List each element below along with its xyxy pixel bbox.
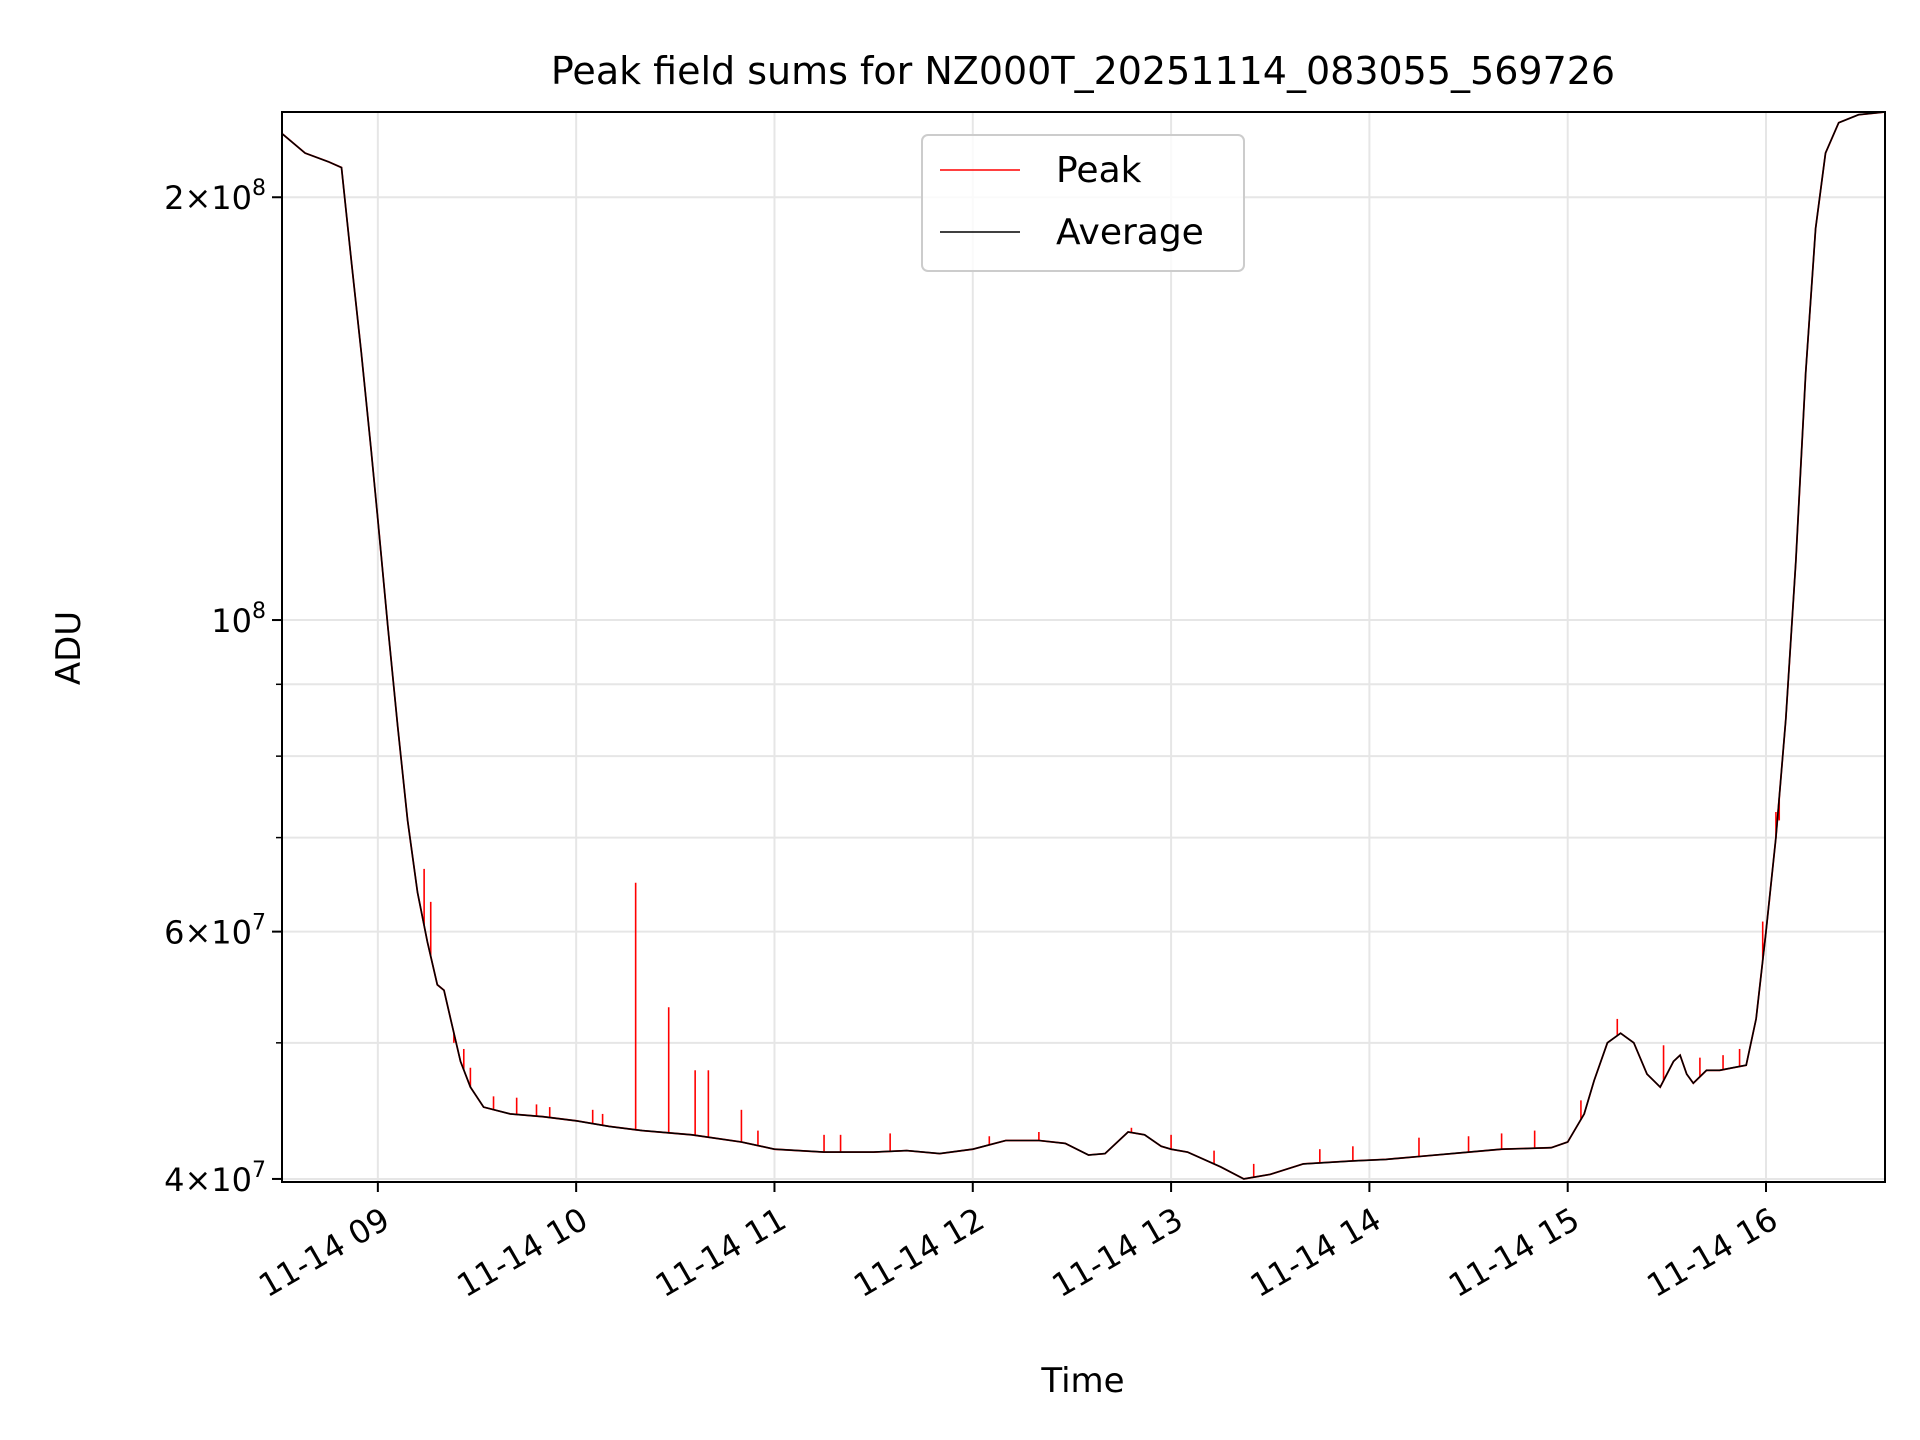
legend-average-label: Average xyxy=(1056,212,1204,253)
y-axis-label: ADU xyxy=(49,611,89,685)
legend: Peak Average xyxy=(921,134,1245,272)
plot-data xyxy=(281,111,1886,1180)
average-series-layer xyxy=(281,111,1886,1180)
y-tick-label: 108 xyxy=(211,599,266,640)
y-tick-label: 6×107 xyxy=(164,911,266,952)
y-tick-label: 4×107 xyxy=(164,1158,266,1199)
grid-lines xyxy=(282,112,1885,1182)
average-series-line xyxy=(281,111,1886,1180)
x-axis-label: Time xyxy=(1040,1361,1124,1401)
legend-peak-label: Peak xyxy=(1056,150,1142,191)
plot-area-frame xyxy=(281,111,1886,1183)
y-axis-ticks: 4×107 6×107 108 2×108 xyxy=(164,176,282,1199)
chart-title: Peak field sums for NZ000T_20251114_0830… xyxy=(551,49,1615,93)
y-tick-label: 2×108 xyxy=(164,176,266,217)
legend-box xyxy=(921,134,1245,272)
